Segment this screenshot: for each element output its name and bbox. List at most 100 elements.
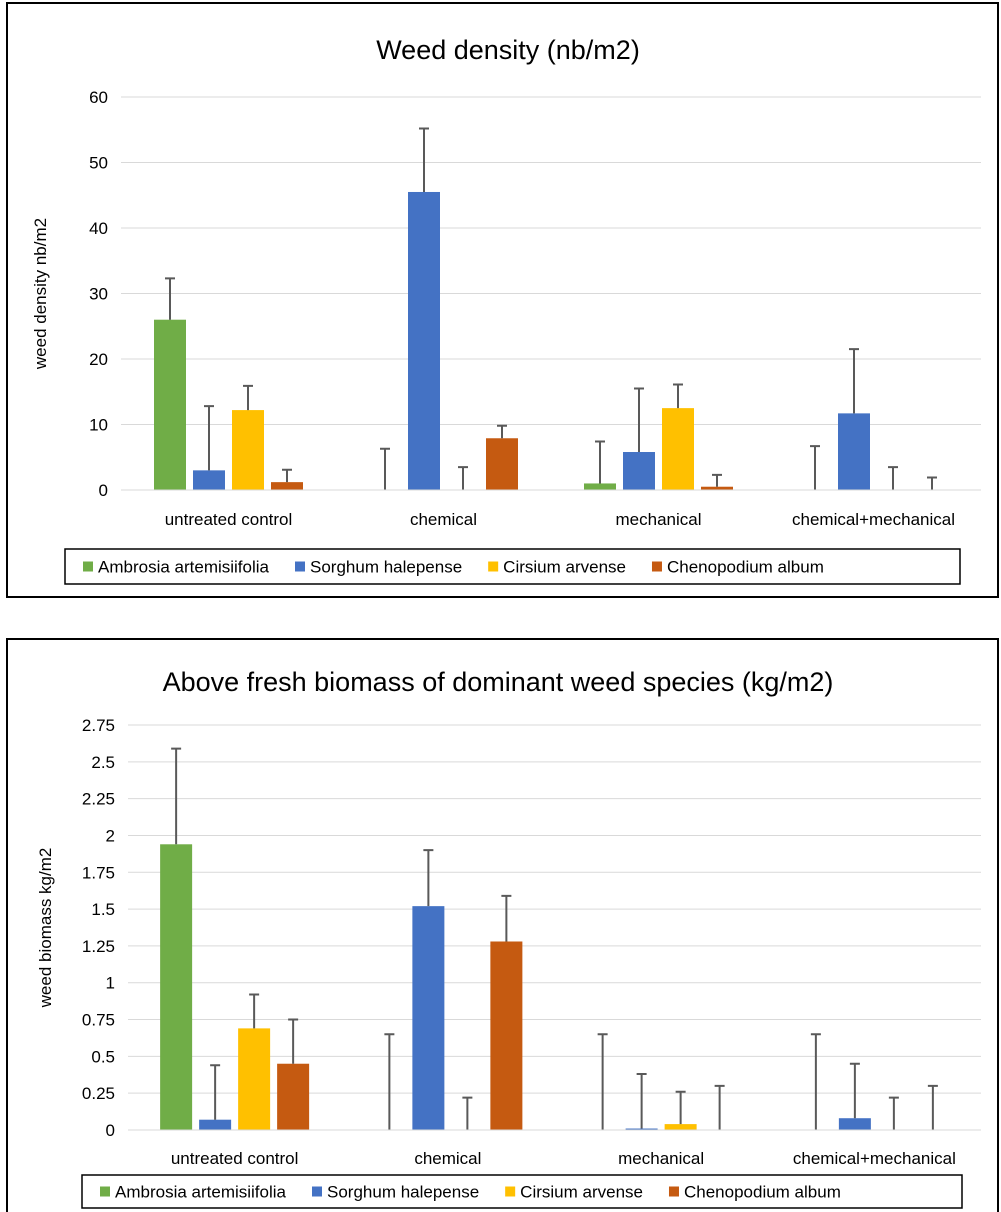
error-bar: [501, 894, 512, 942]
error-bar: [419, 127, 429, 192]
bar: [232, 410, 264, 490]
legend-swatch: [312, 1186, 322, 1197]
error-bar: [810, 1033, 821, 1130]
x-category-label: chemical+mechanical: [793, 1149, 956, 1168]
y-tick-label: 0.75: [82, 1011, 115, 1030]
weed-biomass-chart-svg: Above fresh biomass of dominant weed spe…: [36, 667, 981, 1209]
y-tick-label: 1: [106, 974, 115, 993]
chart-title: Above fresh biomass of dominant weed spe…: [163, 667, 834, 697]
chart-title: Weed density (nb/m2): [376, 35, 640, 65]
legend-entry: Cirsium arvense: [520, 1183, 643, 1202]
error-bar: [675, 1090, 686, 1125]
bar: [271, 482, 303, 490]
bar: [662, 408, 694, 490]
x-category-label: untreated control: [171, 1149, 299, 1168]
legend-entry: Ambrosia artemisiifolia: [115, 1183, 287, 1202]
error-bar: [597, 1033, 608, 1130]
y-tick-label: 1.75: [82, 863, 115, 882]
x-category-label: chemical: [410, 510, 477, 529]
bar: [838, 1118, 871, 1130]
error-bar: [204, 405, 214, 471]
error-bar: [849, 348, 859, 414]
bar: [193, 470, 225, 490]
x-category-label: chemical: [414, 1149, 481, 1168]
error-bar: [712, 473, 722, 487]
error-bar: [384, 1033, 395, 1130]
legend-swatch: [505, 1186, 516, 1197]
bar: [838, 413, 870, 490]
bar: [584, 483, 616, 490]
y-tick-label: 40: [89, 219, 108, 238]
bar: [238, 1028, 271, 1130]
y-tick-label: 60: [89, 88, 108, 107]
x-category-label: untreated control: [165, 510, 293, 529]
error-bar: [714, 1084, 725, 1130]
error-bar: [462, 1096, 473, 1130]
legend-swatch: [100, 1186, 110, 1197]
legend-swatch: [651, 561, 662, 572]
legend-swatch: [488, 561, 499, 572]
error-bar: [927, 476, 937, 490]
weed-biomass-chart: Above fresh biomass of dominant weed spe…: [6, 638, 999, 1212]
x-category-label: chemical+mechanical: [792, 510, 955, 529]
error-bar: [810, 445, 820, 490]
y-tick-label: 2.75: [82, 716, 115, 735]
legend-entry: Chenopodium album: [684, 1183, 841, 1202]
error-bar: [927, 1084, 938, 1130]
y-axis-label: weed density nb/m2: [31, 218, 50, 370]
error-bar: [634, 387, 644, 453]
x-category-label: mechanical: [616, 510, 702, 529]
error-bar: [673, 383, 683, 409]
y-tick-label: 20: [89, 350, 108, 369]
y-tick-label: 0.25: [82, 1084, 115, 1103]
bar: [664, 1124, 697, 1130]
y-tick-label: 0.5: [91, 1047, 115, 1066]
y-tick-label: 2: [106, 826, 115, 845]
error-bar: [849, 1062, 860, 1119]
bar: [408, 191, 440, 490]
legend-entry: Ambrosia artemisiifolia: [98, 558, 270, 577]
bar: [160, 844, 193, 1130]
error-bar: [888, 1096, 899, 1130]
bar: [486, 438, 518, 490]
x-category-label: mechanical: [618, 1149, 704, 1168]
y-tick-label: 10: [89, 416, 108, 435]
error-bar: [249, 993, 260, 1029]
y-tick-label: 0: [106, 1121, 115, 1140]
y-tick-label: 1.5: [91, 900, 115, 919]
error-bar: [210, 1064, 221, 1120]
bar: [625, 1128, 658, 1130]
y-tick-label: 2.25: [82, 790, 115, 809]
weed-density-chart-svg: Weed density (nb/m2) 0 10 20 30 40 50 60 weed de…: [31, 35, 981, 585]
legend-swatch: [83, 561, 93, 572]
error-bar: [458, 466, 468, 490]
bar: [199, 1119, 232, 1130]
error-bar: [888, 466, 898, 490]
legend-swatch: [295, 561, 305, 572]
legend-entry: Cirsium arvense: [503, 558, 626, 577]
y-axis-label: weed biomass kg/m2: [36, 848, 55, 1009]
error-bar: [497, 424, 507, 439]
weed-density-chart: Weed density (nb/m2) 0 10 20 30 40 50 60 weed de…: [6, 2, 999, 598]
bar: [154, 319, 186, 490]
legend-entry: Sorghum halepense: [310, 558, 462, 577]
error-bar: [171, 747, 182, 845]
error-bar: [423, 849, 434, 907]
legend-box: [64, 548, 961, 585]
error-bar: [165, 277, 175, 320]
bar: [412, 906, 445, 1130]
y-tick-label: 2.5: [91, 753, 115, 772]
bar: [490, 941, 523, 1130]
legend-swatch: [668, 1186, 679, 1197]
error-bar: [636, 1073, 647, 1129]
bar: [623, 452, 655, 490]
error-bar: [380, 447, 390, 490]
bar: [277, 1063, 310, 1130]
bar: [701, 486, 733, 490]
y-tick-label: 1.25: [82, 937, 115, 956]
legend-box: [81, 1174, 963, 1209]
error-bar: [282, 468, 292, 483]
y-tick-label: 0: [99, 481, 108, 500]
error-bar: [595, 440, 605, 484]
y-tick-label: 50: [89, 154, 108, 173]
